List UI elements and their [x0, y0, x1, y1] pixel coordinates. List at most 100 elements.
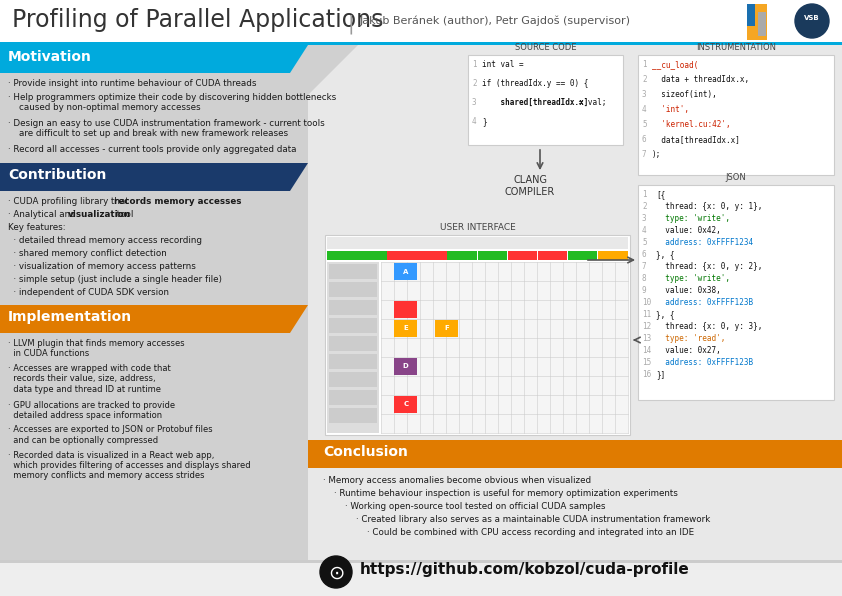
Text: INSTRUMENTATION: INSTRUMENTATION: [696, 43, 776, 52]
Circle shape: [320, 556, 352, 588]
FancyBboxPatch shape: [329, 390, 377, 405]
Text: · CUDA profiling library that: · CUDA profiling library that: [8, 197, 131, 206]
Text: 2: 2: [642, 75, 647, 84]
Text: 11: 11: [642, 310, 651, 319]
Text: 14: 14: [642, 346, 651, 355]
Text: sizeof(int),: sizeof(int),: [652, 90, 717, 99]
Text: value: 0x38,: value: 0x38,: [656, 286, 721, 295]
FancyBboxPatch shape: [387, 251, 417, 260]
FancyBboxPatch shape: [638, 55, 834, 175]
Text: 15: 15: [642, 358, 651, 367]
Text: E: E: [403, 325, 408, 331]
Text: }: }: [482, 117, 487, 126]
FancyBboxPatch shape: [327, 262, 379, 433]
FancyBboxPatch shape: [394, 396, 418, 413]
Text: 'kernel.cu:42',: 'kernel.cu:42',: [652, 120, 731, 129]
FancyBboxPatch shape: [329, 300, 377, 315]
FancyBboxPatch shape: [747, 4, 755, 26]
FancyBboxPatch shape: [0, 0, 842, 42]
Text: · Accesses are exported to JSON or Protobuf files
  and can be optionally compre: · Accesses are exported to JSON or Proto…: [8, 426, 213, 445]
Text: records memory accesses: records memory accesses: [115, 197, 242, 206]
Text: 4: 4: [642, 226, 647, 235]
Polygon shape: [0, 163, 308, 191]
FancyBboxPatch shape: [329, 318, 377, 333]
Text: address: 0xFFFF1234: address: 0xFFFF1234: [656, 238, 753, 247]
Text: address: 0xFFFF123B: address: 0xFFFF123B: [656, 298, 753, 307]
Text: · GPU allocations are tracked to provide
  detailed address space information: · GPU allocations are tracked to provide…: [8, 401, 175, 420]
Polygon shape: [308, 45, 358, 95]
FancyBboxPatch shape: [468, 55, 623, 145]
FancyBboxPatch shape: [327, 251, 357, 260]
FancyBboxPatch shape: [0, 45, 308, 560]
FancyBboxPatch shape: [598, 251, 627, 260]
Text: 'int',: 'int',: [652, 105, 689, 114]
Text: 16: 16: [642, 370, 651, 379]
Text: https://github.com/kobzol/cuda-profile: https://github.com/kobzol/cuda-profile: [360, 562, 690, 577]
Text: · Recorded data is visualized in a React web app,
  which provides filtering of : · Recorded data is visualized in a React…: [8, 451, 251, 480]
Text: 12: 12: [642, 322, 651, 331]
FancyBboxPatch shape: [538, 251, 568, 260]
Text: shared[threadIdx.x]: shared[threadIdx.x]: [482, 98, 589, 107]
FancyBboxPatch shape: [325, 235, 630, 435]
FancyBboxPatch shape: [308, 440, 842, 468]
Text: Contribution: Contribution: [8, 168, 106, 182]
Text: 6: 6: [642, 135, 647, 144]
Text: VSB: VSB: [804, 15, 820, 21]
Text: · Provide insight into runtime behaviour of CUDA threads: · Provide insight into runtime behaviour…: [8, 79, 257, 88]
FancyBboxPatch shape: [327, 237, 628, 249]
FancyBboxPatch shape: [418, 251, 447, 260]
FancyBboxPatch shape: [357, 251, 386, 260]
Text: D: D: [402, 364, 408, 370]
FancyBboxPatch shape: [508, 251, 537, 260]
Text: JSON: JSON: [726, 173, 746, 182]
Text: 1: 1: [642, 190, 647, 199]
Text: type: 'write',: type: 'write',: [656, 214, 730, 223]
FancyBboxPatch shape: [0, 481, 308, 554]
Text: thread: {x: 0, y: 2},: thread: {x: 0, y: 2},: [656, 262, 762, 271]
Text: · visualization of memory access patterns: · visualization of memory access pattern…: [8, 262, 196, 271]
FancyBboxPatch shape: [329, 264, 377, 279]
Text: 1: 1: [642, 60, 647, 69]
Text: · simple setup (just include a single header file): · simple setup (just include a single he…: [8, 275, 222, 284]
Text: A: A: [403, 269, 408, 275]
Text: · Memory access anomalies become obvious when visualized: · Memory access anomalies become obvious…: [323, 476, 591, 485]
Text: · independent of CUDA SDK version: · independent of CUDA SDK version: [8, 288, 169, 297]
FancyBboxPatch shape: [394, 358, 418, 375]
Text: data[threadIdx.x]: data[threadIdx.x]: [652, 135, 740, 144]
Text: 7: 7: [642, 150, 647, 159]
Text: USER INTERFACE: USER INTERFACE: [440, 223, 515, 232]
FancyBboxPatch shape: [477, 251, 507, 260]
Text: data + threadIdx.x,: data + threadIdx.x,: [652, 75, 749, 84]
Text: · Could be combined with CPU access recording and integrated into an IDE: · Could be combined with CPU access reco…: [323, 528, 694, 537]
Text: 13: 13: [642, 334, 651, 343]
Text: 3: 3: [472, 98, 477, 107]
Text: value: 0x42,: value: 0x42,: [656, 226, 721, 235]
Text: Profiling of Parallel Applications: Profiling of Parallel Applications: [12, 8, 383, 32]
Text: Conclusion: Conclusion: [323, 445, 408, 459]
Text: C: C: [403, 402, 408, 408]
Text: address: 0xFFFF123B: address: 0xFFFF123B: [656, 358, 753, 367]
FancyBboxPatch shape: [381, 262, 628, 433]
Polygon shape: [0, 45, 308, 73]
Text: thread: {x: 0, y: 1},: thread: {x: 0, y: 1},: [656, 202, 762, 211]
Text: int val =: int val =: [482, 60, 528, 69]
Text: value: 0x27,: value: 0x27,: [656, 346, 721, 355]
Text: · LLVM plugin that finds memory accesses
  in CUDA functions: · LLVM plugin that finds memory accesses…: [8, 339, 184, 358]
Text: · Working open-source tool tested on official CUDA samples: · Working open-source tool tested on off…: [323, 502, 605, 511]
Text: F: F: [445, 325, 449, 331]
Text: 6: 6: [642, 250, 647, 259]
Text: 5: 5: [642, 120, 647, 129]
FancyBboxPatch shape: [308, 548, 842, 596]
Text: visualization: visualization: [68, 210, 131, 219]
Text: );: );: [652, 150, 661, 159]
FancyBboxPatch shape: [758, 12, 766, 36]
Text: · Analytical and: · Analytical and: [8, 210, 78, 219]
FancyBboxPatch shape: [394, 263, 418, 280]
Text: 4: 4: [472, 117, 477, 126]
FancyBboxPatch shape: [329, 408, 377, 423]
Text: 8: 8: [642, 274, 647, 283]
Circle shape: [795, 4, 829, 38]
Text: Key features:: Key features:: [8, 223, 66, 232]
FancyBboxPatch shape: [638, 185, 834, 400]
Polygon shape: [0, 305, 308, 333]
